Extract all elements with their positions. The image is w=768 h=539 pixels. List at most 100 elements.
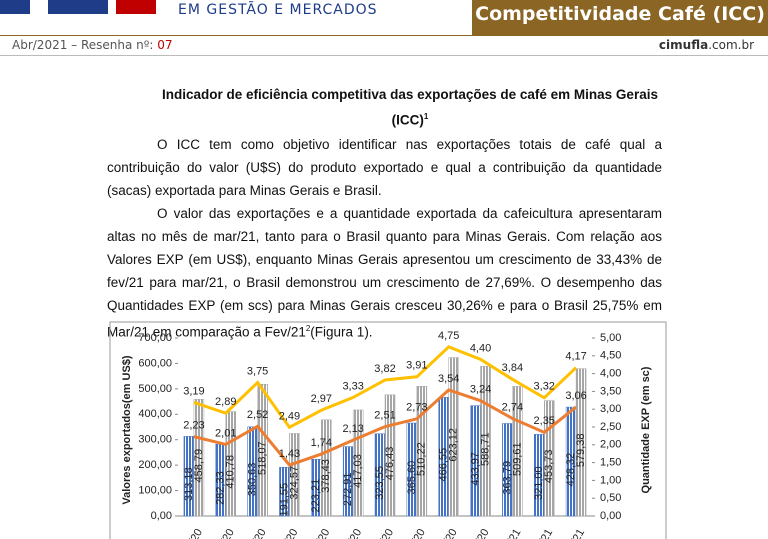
- bar: [289, 433, 300, 517]
- bar-label: 323,55: [374, 466, 386, 500]
- line: [193, 388, 578, 467]
- line-label: 2,23: [183, 420, 204, 432]
- bar-label: 433,97: [469, 452, 481, 486]
- y2-tick-label: 3,00: [600, 403, 621, 415]
- line-label: 2,01: [215, 427, 236, 439]
- bar-label: 378,43: [320, 459, 332, 493]
- y-tick-label: 400,00: [138, 408, 172, 420]
- issue-text: Abr/2021 – Resenha nº:: [12, 38, 158, 52]
- line-label: 1,74: [311, 437, 332, 449]
- y2-tick-label: 4,00: [600, 368, 621, 380]
- line-label: 2,73: [406, 402, 427, 414]
- chart-frame: [109, 321, 667, 539]
- bar-label: 272,91: [342, 472, 354, 506]
- y-tick-label: 300,00: [138, 434, 172, 446]
- line-label: 2,13: [342, 423, 363, 435]
- y2-tick-label: 3,50: [600, 385, 621, 397]
- x-tick-label: /21: [537, 527, 555, 539]
- bar: [225, 411, 237, 517]
- bar-label: 321,00: [533, 466, 545, 500]
- line-label: 3,24: [470, 384, 491, 396]
- bar-label: 324,57: [288, 466, 300, 500]
- bar: [257, 384, 268, 517]
- x-tick-label: /20: [219, 527, 237, 539]
- x-tick-label: /20: [346, 527, 364, 539]
- line-label: 4,17: [565, 350, 586, 362]
- bar: [193, 399, 205, 517]
- bar-label: 588,71: [479, 432, 491, 466]
- bar: [512, 386, 523, 517]
- line-label: 3,33: [342, 380, 363, 392]
- bar-label: 282,33: [215, 471, 227, 505]
- y-tick-label: 0,00: [151, 510, 172, 522]
- y-tick-label: 500,00: [138, 383, 172, 395]
- line-label: 3,91: [406, 360, 427, 372]
- line-label: 3,06: [565, 390, 586, 402]
- y-tick-label: 700,00: [138, 332, 172, 344]
- x-tick-label: /21: [505, 527, 523, 539]
- x-tick-label: /20: [442, 527, 460, 539]
- paragraph: O valor das exportações e a quantidade e…: [107, 202, 662, 344]
- bar-label: 417,03: [352, 454, 364, 488]
- y2-tick-label: 2,50: [600, 421, 621, 433]
- logo-block: [116, 0, 156, 14]
- header-line: [0, 35, 768, 36]
- chart: Valores exportados(em US$) Quantidade EX…: [109, 321, 667, 539]
- x-tick-label: /20: [187, 527, 205, 539]
- bar: [352, 409, 364, 517]
- bar-label: 313,18: [183, 467, 195, 501]
- y2-tick-label: 0,00: [600, 510, 621, 522]
- bar-label: 579,38: [575, 434, 587, 468]
- line-label: 2,74: [502, 401, 523, 413]
- bar-label: 510,22: [416, 442, 428, 476]
- rule: [0, 55, 768, 56]
- note: 2: [305, 324, 311, 333]
- bar-label: 623,12: [448, 428, 460, 462]
- bar-label: 350,63: [247, 463, 259, 497]
- bar-label: 476,43: [384, 447, 396, 481]
- bar-label: 453,73: [543, 449, 555, 483]
- x-tick-label: /20: [378, 527, 396, 539]
- line-label: 3,54: [438, 373, 459, 385]
- y2-tick-label: 1,00: [600, 474, 621, 486]
- bar: [543, 400, 555, 517]
- line-label: 3,82: [374, 363, 395, 375]
- paragraph-text: O valor das exportações e a quantidade e…: [107, 206, 662, 340]
- site-rest: .com.br: [708, 38, 754, 52]
- y2-tick-label: 1,50: [600, 457, 621, 469]
- paragraph-text: (Figura 1).: [310, 324, 373, 340]
- site: cimufla.com.br: [659, 38, 754, 52]
- y2-tick-label: 5,00: [600, 332, 621, 344]
- line-label: 2,52: [247, 409, 268, 421]
- issue: Abr/2021 – Resenha nº: 07: [12, 38, 173, 52]
- x-tick-label: /20: [283, 527, 301, 539]
- x-tick-label: /20: [314, 527, 332, 539]
- bar-label: 509,61: [511, 442, 523, 476]
- line-label: 2,89: [215, 396, 236, 408]
- title-text: Indicador de eficiência competitiva das …: [162, 87, 658, 128]
- banner: Competitividade Café (ICC): [472, 0, 768, 35]
- bar-label: 518,07: [257, 441, 269, 475]
- line-label: 3,84: [502, 362, 523, 374]
- line-label: 4,75: [438, 330, 459, 342]
- bar: [416, 386, 428, 517]
- issue-number: 07: [157, 38, 173, 52]
- bar-label: 363,79: [501, 461, 513, 495]
- site-bold: cimufla: [658, 38, 709, 52]
- x-tick-label: /20: [410, 527, 428, 539]
- line: [193, 345, 578, 430]
- brand: EM GESTÃO E MERCADOS: [178, 2, 378, 18]
- y2-tick-label: 2,00: [600, 439, 621, 451]
- line-label: 3,19: [183, 385, 204, 397]
- bar: [384, 394, 396, 517]
- bar-label: 410,78: [225, 455, 237, 489]
- line-label: 1,43: [279, 448, 300, 460]
- y-tick-label: 600,00: [138, 357, 172, 369]
- y-tick-label: 100,00: [138, 484, 172, 496]
- line-label: 2,51: [374, 410, 395, 422]
- y2-axis-title: Quantidade EXP (em sc): [640, 366, 652, 493]
- x-tick-label: /20: [251, 527, 269, 539]
- line-label: 2,97: [311, 393, 332, 405]
- title-note: 1: [423, 112, 429, 121]
- x-tick-label: /20: [474, 527, 492, 539]
